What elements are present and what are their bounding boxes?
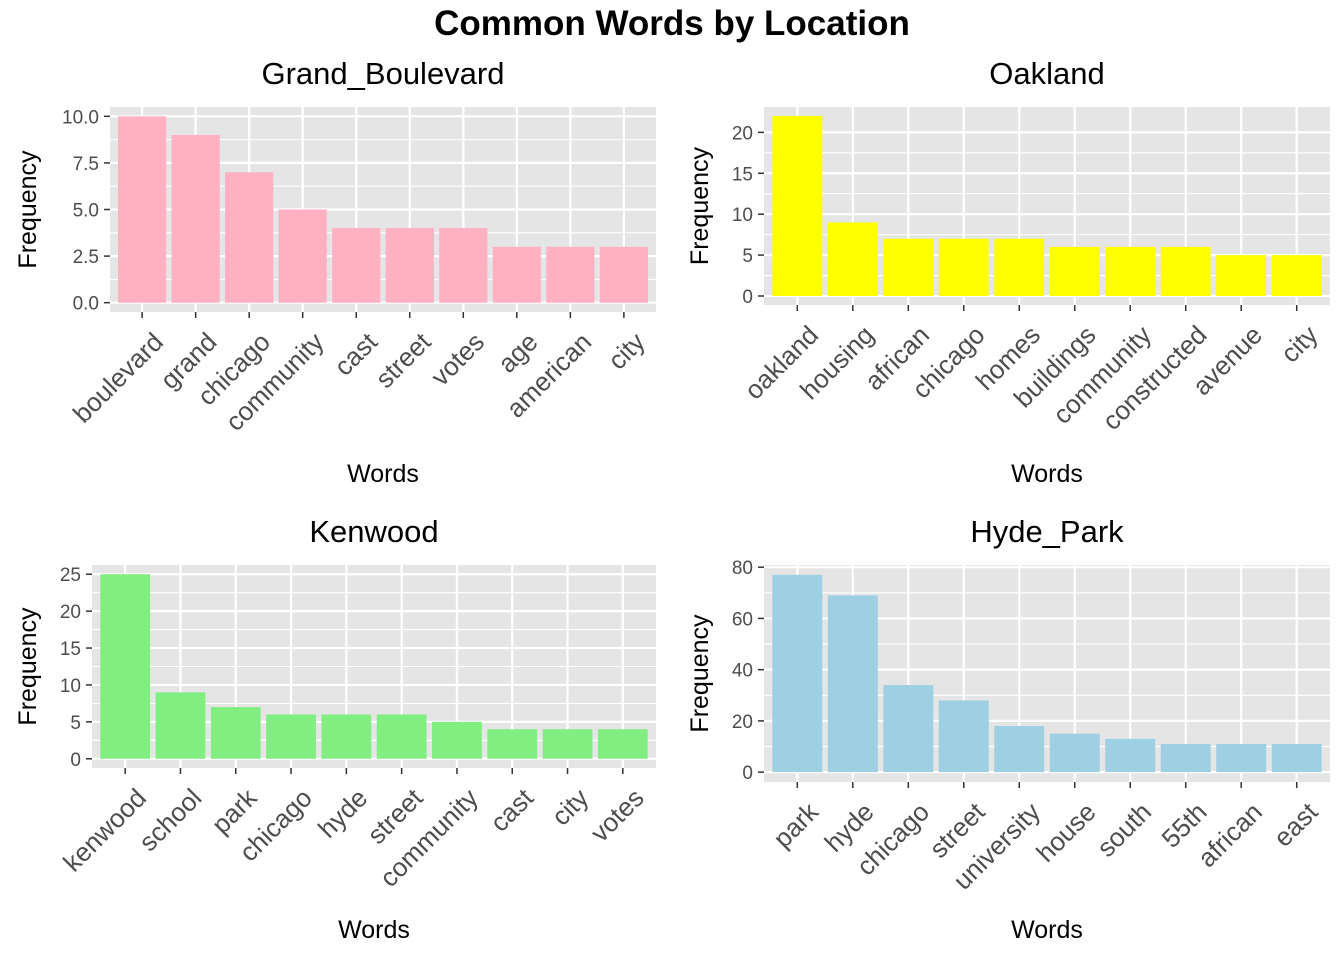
y-axis-title: Frequency bbox=[686, 614, 714, 733]
bar-south bbox=[1105, 738, 1156, 773]
bar-american bbox=[546, 246, 595, 303]
x-tick-label-east: east bbox=[1268, 796, 1325, 853]
bar-city bbox=[1271, 255, 1322, 296]
y-tick-label: 0 bbox=[742, 763, 753, 784]
chart-panel-oakland: 05101520oaklandhousingafricanchicagohome… bbox=[686, 56, 1330, 488]
y-tick-label: 7.5 bbox=[73, 154, 99, 175]
y-tick-label: 15 bbox=[732, 164, 753, 185]
y-tick-label: 20 bbox=[732, 712, 753, 733]
bar-house bbox=[1049, 733, 1100, 773]
y-tick-label: 2.5 bbox=[73, 247, 99, 268]
x-tick-label-votes: votes bbox=[425, 327, 490, 392]
chart-panel-kenwood: 0510152025kenwoodschoolparkchicagohydest… bbox=[14, 514, 656, 944]
bar-cast bbox=[487, 729, 538, 759]
bar-chicago bbox=[938, 238, 989, 296]
x-tick-label-boulevard: boulevard bbox=[67, 327, 169, 429]
x-tick-label-cast: cast bbox=[484, 782, 539, 837]
panel-title: Hyde_Park bbox=[970, 514, 1124, 549]
chart-panel-hyde-park: 020406080parkhydechicagostreetuniversity… bbox=[686, 514, 1330, 944]
y-axis-title: Frequency bbox=[14, 150, 42, 269]
x-tick-label-hyde: hyde bbox=[312, 783, 373, 844]
chart-panel-grand-boulevard: 0.02.55.07.510.0boulevardgrandchicagocom… bbox=[14, 56, 656, 488]
y-tick-label: 10.0 bbox=[62, 107, 99, 128]
x-tick-label-park: park bbox=[767, 796, 825, 854]
bar-city bbox=[542, 729, 593, 759]
y-tick-label: 5 bbox=[70, 713, 81, 734]
x-tick-label-city: city bbox=[1275, 320, 1324, 369]
bar-homes bbox=[994, 238, 1045, 296]
panel-title: Kenwood bbox=[309, 514, 438, 549]
x-tick-label-school: school bbox=[133, 783, 207, 857]
y-axis-title: Frequency bbox=[686, 146, 714, 265]
bar-chicago bbox=[225, 172, 274, 303]
y-tick-label: 5.0 bbox=[73, 201, 99, 222]
bar-university bbox=[994, 726, 1045, 773]
x-tick-label-city: city bbox=[602, 327, 651, 376]
y-tick-label: 0.0 bbox=[73, 294, 99, 315]
y-tick-label: 5 bbox=[742, 246, 753, 267]
y-tick-label: 25 bbox=[60, 565, 81, 586]
bar-east bbox=[1271, 743, 1322, 773]
bar-street bbox=[938, 700, 989, 773]
y-tick-label: 10 bbox=[732, 205, 753, 226]
x-axis-title: Words bbox=[338, 916, 410, 944]
bar-kenwood bbox=[100, 574, 151, 759]
bar-street bbox=[385, 228, 434, 303]
y-tick-label: 20 bbox=[732, 123, 753, 144]
figure-title: Common Words by Location bbox=[434, 4, 910, 43]
x-axis-title: Words bbox=[1011, 916, 1083, 944]
y-tick-label: 40 bbox=[732, 661, 753, 682]
bar-55th bbox=[1160, 743, 1211, 773]
x-tick-label-south: south bbox=[1091, 797, 1157, 863]
y-tick-label: 0 bbox=[742, 287, 753, 308]
bar-votes bbox=[597, 729, 648, 759]
x-tick-label-house: house bbox=[1030, 797, 1101, 868]
bar-age bbox=[492, 246, 541, 303]
bar-park bbox=[772, 574, 823, 773]
bar-street bbox=[376, 714, 427, 759]
bar-community bbox=[432, 721, 482, 759]
y-tick-label: 80 bbox=[732, 558, 753, 579]
y-axis-title: Frequency bbox=[14, 607, 42, 726]
x-axis-title: Words bbox=[1011, 460, 1083, 488]
y-tick-label: 0 bbox=[70, 750, 81, 771]
bar-oakland bbox=[772, 116, 823, 296]
bar-park bbox=[210, 707, 261, 759]
bar-community bbox=[278, 209, 327, 303]
bar-grand bbox=[171, 134, 220, 303]
bar-hyde bbox=[321, 714, 372, 759]
bar-community bbox=[1105, 246, 1156, 296]
bar-city bbox=[599, 246, 648, 303]
bar-hyde bbox=[827, 595, 878, 773]
y-tick-label: 15 bbox=[60, 639, 81, 660]
bar-boulevard bbox=[118, 116, 167, 303]
x-tick-label-street: street bbox=[369, 326, 437, 394]
bar-housing bbox=[827, 222, 878, 296]
bar-african bbox=[1216, 743, 1267, 773]
bar-chicago bbox=[883, 685, 934, 773]
y-tick-label: 20 bbox=[60, 602, 81, 623]
x-axis-title: Words bbox=[347, 460, 419, 488]
y-tick-label: 10 bbox=[60, 676, 81, 697]
bar-african bbox=[883, 238, 934, 296]
bar-school bbox=[155, 692, 206, 759]
bar-buildings bbox=[1049, 246, 1100, 296]
x-tick-label-african: african bbox=[1192, 797, 1268, 873]
panel-title: Grand_Boulevard bbox=[262, 56, 505, 91]
bar-chicago bbox=[266, 714, 316, 759]
bar-votes bbox=[439, 228, 488, 303]
panel-title: Oakland bbox=[989, 56, 1104, 91]
y-tick-label: 60 bbox=[732, 609, 753, 630]
x-tick-label-votes: votes bbox=[584, 783, 649, 848]
bar-cast bbox=[332, 228, 381, 303]
bar-constructed bbox=[1160, 246, 1211, 296]
bar-avenue bbox=[1216, 255, 1267, 296]
